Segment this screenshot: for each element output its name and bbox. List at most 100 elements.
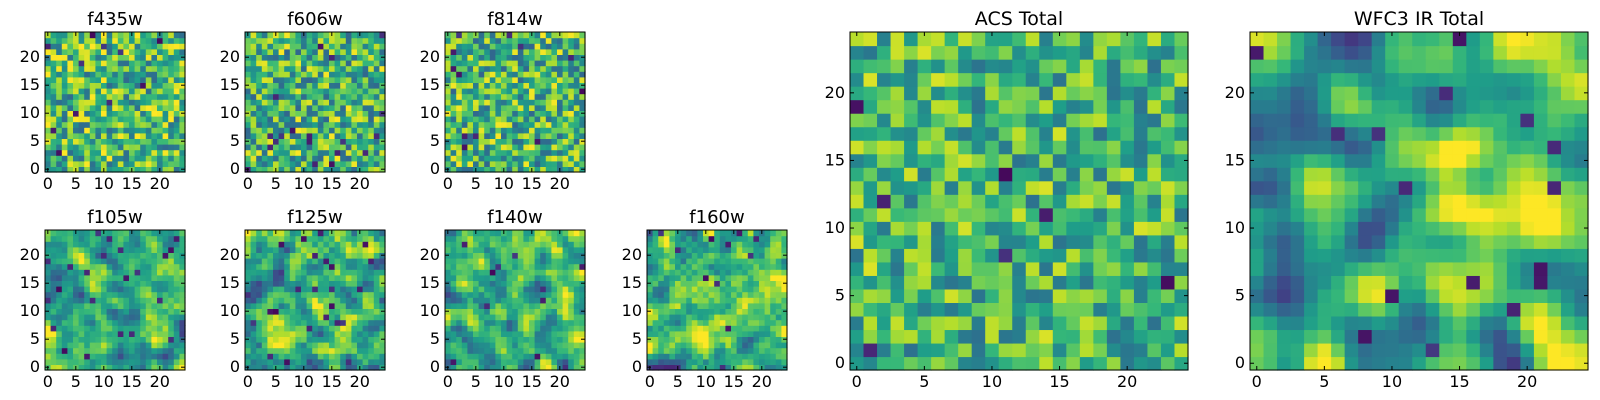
heatmap-cell bbox=[467, 160, 474, 167]
heatmap-cell bbox=[512, 302, 519, 309]
heatmap-cell bbox=[478, 43, 485, 50]
heatmap-cell bbox=[456, 76, 463, 83]
heatmap-cell bbox=[512, 358, 519, 365]
heatmap-cell bbox=[904, 329, 919, 344]
heatmap-cell bbox=[669, 235, 676, 242]
heatmap-cell bbox=[250, 241, 257, 248]
heatmap-cell bbox=[312, 325, 319, 332]
heatmap-cell bbox=[78, 347, 85, 354]
heatmap-cell bbox=[523, 330, 530, 337]
heatmap-cell bbox=[731, 353, 738, 360]
heatmap-cell bbox=[173, 43, 180, 50]
heatmap-cell bbox=[168, 308, 175, 315]
heatmap-cell bbox=[703, 246, 710, 253]
heatmap-cell bbox=[904, 315, 919, 331]
heatmap-cell bbox=[506, 82, 513, 89]
heatmap-cell bbox=[179, 99, 186, 106]
heatmap-cell bbox=[501, 342, 508, 349]
heatmap-cell bbox=[1012, 356, 1027, 371]
heatmap-cell bbox=[267, 241, 274, 248]
heatmap-cell bbox=[256, 116, 263, 123]
heatmap-cell bbox=[562, 297, 569, 304]
heatmap-cell bbox=[489, 336, 496, 343]
heatmap-cell bbox=[1052, 207, 1067, 222]
heatmap-cell bbox=[306, 258, 313, 265]
heatmap-cell bbox=[971, 342, 986, 358]
heatmap-cell bbox=[162, 144, 169, 151]
heatmap-cell bbox=[284, 235, 291, 242]
heatmap-cell bbox=[245, 358, 252, 365]
heatmap-cell bbox=[944, 261, 959, 276]
heatmap-cell bbox=[73, 160, 80, 167]
heatmap-cell bbox=[958, 207, 973, 222]
heatmap-cell bbox=[764, 325, 771, 332]
heatmap-cell bbox=[117, 291, 124, 298]
heatmap-cell bbox=[323, 336, 330, 343]
heatmap-cell bbox=[340, 364, 347, 371]
heatmap-cell bbox=[742, 291, 749, 298]
heatmap-cell bbox=[168, 314, 175, 321]
heatmap-cell bbox=[489, 48, 496, 55]
heatmap-cell bbox=[245, 116, 252, 123]
heatmap-cell bbox=[456, 336, 463, 343]
heatmap-cell bbox=[373, 235, 380, 242]
heatmap-cell bbox=[289, 347, 296, 354]
heatmap-cell bbox=[478, 297, 485, 304]
x-tick-label: 0 bbox=[243, 174, 253, 193]
heatmap-cell bbox=[501, 37, 508, 44]
heatmap-cell bbox=[478, 76, 485, 83]
heatmap-cell bbox=[61, 252, 68, 259]
heatmap-cell bbox=[323, 99, 330, 106]
heatmap-cell bbox=[312, 144, 319, 151]
heatmap-cell bbox=[84, 71, 91, 78]
heatmap-cell bbox=[461, 104, 468, 111]
heatmap-cell bbox=[112, 32, 119, 39]
heatmap-cell bbox=[523, 302, 530, 309]
heatmap-cell bbox=[456, 252, 463, 259]
heatmap-cell bbox=[467, 116, 474, 123]
heatmap-cell bbox=[162, 269, 169, 276]
heatmap-cell bbox=[351, 353, 358, 360]
heatmap-cell bbox=[680, 269, 687, 276]
heatmap-cell bbox=[669, 297, 676, 304]
heatmap-cell bbox=[261, 230, 268, 237]
heatmap-cell bbox=[362, 121, 369, 128]
heatmap-cell bbox=[697, 280, 704, 287]
heatmap-cell bbox=[340, 166, 347, 173]
heatmap-cell bbox=[134, 246, 141, 253]
heatmap-cell bbox=[557, 246, 564, 253]
y-tick-label: 15 bbox=[20, 75, 40, 94]
heatmap-cell bbox=[461, 347, 468, 354]
heatmap-cell bbox=[45, 121, 52, 128]
heatmap-cell bbox=[675, 330, 682, 337]
heatmap-cell bbox=[50, 160, 57, 167]
heatmap-cell bbox=[117, 314, 124, 321]
heatmap-cell bbox=[1160, 356, 1176, 371]
heatmap-cell bbox=[306, 99, 313, 106]
heatmap-cell bbox=[295, 71, 302, 78]
heatmap-cell bbox=[489, 132, 496, 139]
heatmap-cell bbox=[256, 358, 263, 365]
heatmap-cell bbox=[284, 99, 291, 106]
heatmap-cell bbox=[523, 132, 530, 139]
heatmap-cell bbox=[517, 280, 524, 287]
heatmap-cell bbox=[373, 104, 380, 111]
heatmap-cell bbox=[680, 280, 687, 287]
heatmap-cell bbox=[295, 54, 302, 61]
heatmap-cell bbox=[140, 358, 147, 365]
heatmap-cell bbox=[256, 155, 263, 162]
y-tick-label: 10 bbox=[622, 301, 642, 320]
heatmap-cell bbox=[78, 353, 85, 360]
heatmap-cell bbox=[323, 155, 330, 162]
heatmap-cell bbox=[461, 37, 468, 44]
heatmap-cell bbox=[461, 110, 468, 117]
heatmap-cell bbox=[168, 241, 175, 248]
heatmap-cell bbox=[719, 330, 726, 337]
heatmap-cell bbox=[1093, 234, 1108, 249]
heatmap-cell bbox=[540, 82, 547, 89]
heatmap-cell bbox=[517, 88, 524, 95]
heatmap-cell bbox=[61, 314, 68, 321]
heatmap-cell bbox=[73, 358, 80, 365]
heatmap-cell bbox=[273, 263, 280, 270]
heatmap-cell bbox=[680, 342, 687, 349]
